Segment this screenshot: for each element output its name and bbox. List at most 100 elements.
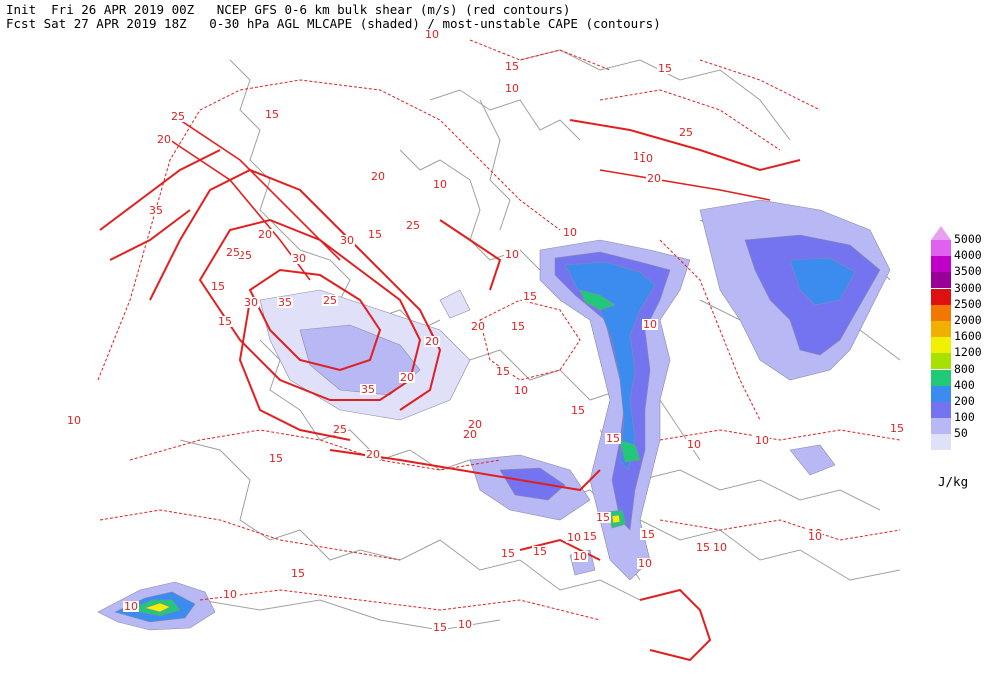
shear-contour-label: 10 bbox=[639, 152, 653, 165]
shear-label-bg bbox=[467, 419, 483, 430]
shear-contour-label: 10 bbox=[808, 530, 822, 543]
shear-label-bg bbox=[513, 385, 529, 396]
shear-label-bg bbox=[646, 173, 662, 184]
legend-label: 2500 bbox=[954, 296, 982, 311]
shear-contour-label: 15 bbox=[211, 280, 225, 293]
shear-label-bg bbox=[264, 109, 280, 120]
shear-contour-label: 20 bbox=[366, 448, 380, 461]
shear-contour-label: 20 bbox=[258, 228, 272, 241]
shear-label-bg bbox=[424, 336, 440, 347]
legend-label: 2000 bbox=[954, 313, 982, 327]
shear-contour-label: 15 bbox=[501, 547, 515, 560]
legend-swatch bbox=[931, 353, 951, 370]
shear-label-bg bbox=[360, 384, 376, 395]
shear-label-bg bbox=[277, 297, 293, 308]
shear-label-bg bbox=[500, 548, 516, 559]
shear-contour-label: 20 bbox=[463, 428, 477, 441]
legend-level: 2000 bbox=[928, 313, 994, 337]
shear-contour-label: 25 bbox=[323, 294, 337, 307]
legend-label: 1600 bbox=[954, 329, 982, 344]
legend-swatch bbox=[931, 321, 951, 337]
legend-swatch bbox=[931, 434, 951, 451]
legend-arrow-icon bbox=[931, 226, 951, 240]
shear-contour-label: 15 bbox=[641, 528, 655, 541]
legend-swatch bbox=[931, 369, 951, 386]
shear-contour-label: 30 bbox=[340, 234, 354, 247]
legend-label: 200 bbox=[954, 394, 975, 408]
legend-level: 200 bbox=[928, 394, 994, 418]
shear-label-bg bbox=[695, 542, 711, 553]
shear-label-bg bbox=[405, 220, 421, 231]
shear-label-bg bbox=[365, 449, 381, 460]
shear-label-bg bbox=[470, 321, 486, 332]
shear-contour-label: 15 bbox=[523, 290, 537, 303]
shear-contour-label: 10 bbox=[638, 557, 652, 570]
legend-swatch bbox=[931, 385, 951, 402]
legend-swatch bbox=[931, 240, 951, 256]
legend-swatch bbox=[931, 272, 951, 289]
shear-label-bg bbox=[225, 247, 241, 258]
shear-contour-label: 30 bbox=[244, 296, 258, 309]
shear-label-bg bbox=[291, 253, 307, 264]
shear-contour-label: 10 bbox=[223, 588, 237, 601]
legend-level: 1200 bbox=[928, 345, 994, 370]
shear-label-bg bbox=[170, 111, 186, 122]
legend-label: 50 bbox=[954, 426, 968, 441]
shear-contour-label: 10 bbox=[458, 618, 472, 631]
shear-label-bg bbox=[367, 229, 383, 240]
shear-label-bg bbox=[432, 622, 448, 633]
shear-label-bg bbox=[495, 366, 511, 377]
shear-label-bg bbox=[754, 435, 770, 446]
shear-contour-label: 10 bbox=[573, 550, 587, 563]
shear-contour-label: 15 bbox=[291, 567, 305, 580]
legend-swatch bbox=[931, 337, 951, 354]
shear-contour-label: 35 bbox=[149, 204, 163, 217]
shear-contour-label: 35 bbox=[361, 383, 375, 396]
shear-contour-label: 15 bbox=[596, 511, 610, 524]
shear-contour-label: 35 bbox=[278, 296, 292, 309]
shear-label-bg bbox=[243, 297, 259, 308]
shear-contour-label: 10 bbox=[713, 541, 727, 554]
shear-contour-label: 10 bbox=[563, 226, 577, 239]
legend-label: 800 bbox=[954, 361, 975, 376]
shear-label-bg bbox=[462, 429, 478, 440]
legend-level: 50 bbox=[928, 426, 994, 451]
legend-level: 400 bbox=[928, 378, 994, 402]
shear-label-bg bbox=[686, 439, 702, 450]
shear-contour-label: 25 bbox=[238, 249, 252, 262]
shear-contour-label: 15 bbox=[433, 621, 447, 634]
legend-units: J/kg bbox=[938, 474, 969, 489]
shear-contour-label: 20 bbox=[647, 172, 661, 185]
shear-contour-label: 15 bbox=[571, 404, 585, 417]
shear-contour-label: 10 bbox=[514, 384, 528, 397]
legend-label: 3500 bbox=[954, 264, 982, 279]
shear-contour-label: 15 bbox=[496, 365, 510, 378]
legend-label: 100 bbox=[954, 410, 975, 425]
legend-swatch bbox=[931, 256, 951, 273]
shear-contour-label: 15 bbox=[368, 228, 382, 241]
shear-contour-label: 15 bbox=[606, 432, 620, 445]
shear-label-bg bbox=[399, 372, 415, 383]
shear-label-bg bbox=[510, 321, 526, 332]
legend-swatch bbox=[931, 288, 951, 305]
shear-label-bg bbox=[332, 424, 348, 435]
header-line-2: Fcst Sat 27 APR 2019 18Z 0-30 hPa AGL ML… bbox=[6, 16, 661, 31]
legend-label: 1200 bbox=[954, 345, 982, 360]
shear-label-bg bbox=[210, 281, 226, 292]
legend-level: 100 bbox=[928, 410, 994, 435]
shear-label-bg bbox=[222, 589, 238, 600]
shear-contour-label: 15 bbox=[890, 422, 904, 435]
shear-label-bg bbox=[807, 531, 823, 542]
shear-contour-label: 10 bbox=[124, 600, 138, 613]
shear-contour-label: 15 bbox=[269, 452, 283, 465]
shear-label-bg bbox=[257, 229, 273, 240]
shear-contour-label: 15 bbox=[533, 545, 547, 558]
shear-label-bg bbox=[504, 249, 520, 260]
shear-contour-label: 10 bbox=[567, 531, 581, 544]
shear-label-bg bbox=[712, 542, 728, 553]
legend-label: 5000 bbox=[954, 232, 982, 246]
shear-contour-label: 15 bbox=[511, 320, 525, 333]
legend-label: 400 bbox=[954, 377, 975, 392]
